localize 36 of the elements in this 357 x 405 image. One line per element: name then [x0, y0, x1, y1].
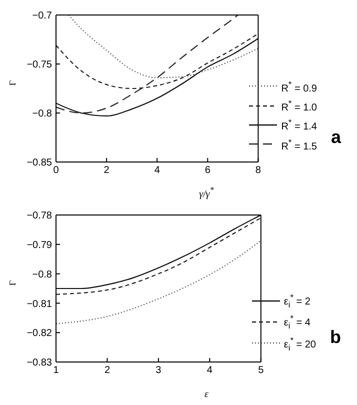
y-tick-label: −0.7 — [32, 10, 52, 22]
y-tick-label: −0.81 — [26, 298, 52, 310]
x-tick-label: 8 — [255, 165, 262, 176]
legend-label: ε$_{i}$$^{*}$ = 20 — [284, 334, 316, 354]
x-tick-label: 4 — [206, 365, 213, 376]
legend-label: R$^{*}$ = 0.9 — [281, 78, 317, 96]
x-tick-label: 4 — [154, 165, 160, 176]
line-series — [68, 15, 258, 78]
text: b — [330, 327, 341, 348]
x-axis-title: ε — [204, 389, 208, 400]
y-tick-label: −0.82 — [26, 328, 52, 340]
text: a — [330, 127, 341, 148]
x-tick-label: 2 — [104, 365, 110, 376]
y-tick-label: −0.85 — [26, 158, 52, 169]
legend-label: R$^{*}$ = 1.4 — [281, 116, 317, 135]
y-tick-label: −0.75 — [26, 60, 52, 71]
x-tick-label: 3 — [156, 365, 162, 376]
legend-label: ε$_{i}$$^{*}$ = 4 — [284, 312, 310, 333]
y-tick-label: −0.8 — [32, 108, 52, 120]
x-tick-label: 0 — [53, 165, 60, 176]
x-tick-label: 5 — [258, 365, 264, 376]
y-axis-title: Γ — [8, 280, 18, 286]
x-axis-title: γ/γ$^{*}$ — [199, 186, 214, 200]
y-axis-title: Γ — [8, 80, 18, 86]
x-tick-label: 1 — [53, 365, 60, 376]
legend-label: ε$_{i}$$^{*}$ = 2 — [284, 291, 310, 312]
y-tick-label: −0.79 — [26, 240, 52, 251]
y-tick-label: −0.8 — [32, 269, 52, 280]
line-series — [56, 38, 258, 116]
x-tick-label: 6 — [204, 165, 211, 176]
legend-label: R$^{*}$ = 1.0 — [281, 97, 317, 116]
legend-label: R$^{*}$ = 1.5 — [281, 136, 317, 154]
line-series — [56, 240, 261, 324]
y-tick-label: −0.83 — [26, 358, 52, 369]
y-tick-label: −0.78 — [26, 210, 52, 222]
x-tick-label: 2 — [104, 165, 110, 176]
